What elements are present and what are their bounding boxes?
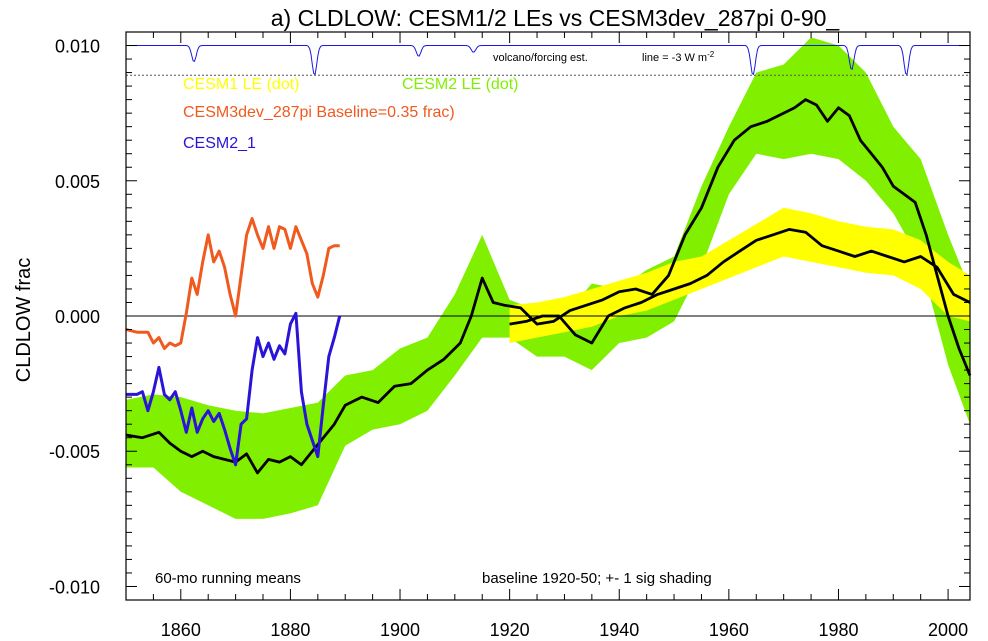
x-tick-label: 1880 bbox=[270, 620, 310, 640]
y-tick-label: -0.005 bbox=[49, 442, 100, 462]
x-tick-label: 1920 bbox=[490, 620, 530, 640]
x-tick-label: 1900 bbox=[380, 620, 420, 640]
plot-area: 1860 1880 1900 1920 1940 1960 1980 2000 -0.010 -0… bbox=[49, 31, 972, 640]
y-tick-label: 0.000 bbox=[55, 307, 100, 327]
legend-cesm2-1: CESM2_1 bbox=[183, 135, 256, 152]
y-tick-label: 0.005 bbox=[55, 172, 100, 192]
x-tick-label: 1960 bbox=[709, 620, 749, 640]
x-tick-label: 2000 bbox=[928, 620, 968, 640]
volcano-line-label-exponent: -2 bbox=[707, 50, 715, 59]
volcano-label: volcano/forcing est. bbox=[493, 52, 588, 64]
band-cesm2 bbox=[126, 37, 970, 519]
volcano-forcing-line bbox=[126, 45, 970, 76]
legend: CESM1 LE (dot) CESM2 LE (dot) CESM3dev_2… bbox=[183, 76, 518, 152]
y-axis-label: CLDLOW frac bbox=[13, 258, 35, 382]
y-tick-label: -0.010 bbox=[49, 577, 100, 597]
chart-title: a) CLDLOW: CESM1/2 LEs vs CESM3dev_287pi… bbox=[271, 5, 841, 31]
ensemble-mean-line-2 bbox=[125, 98, 972, 475]
y-tick-label: 0.010 bbox=[55, 37, 100, 57]
cesm3dev-line bbox=[125, 217, 340, 350]
running-means-note: 60-mo running means bbox=[155, 570, 301, 587]
legend-cesm3: CESM3dev_287pi Baseline=0.35 frac) bbox=[183, 104, 455, 121]
volcano-line-label: line = -3 W m-2 bbox=[642, 50, 715, 64]
baseline-note: baseline 1920-50; +- 1 sig shading bbox=[482, 570, 712, 587]
x-tick-label: 1980 bbox=[818, 620, 858, 640]
volcano-line-label-text: line = -3 W m bbox=[642, 52, 707, 64]
legend-cesm2: CESM2 LE (dot) bbox=[402, 76, 518, 93]
x-tick-label: 1940 bbox=[599, 620, 639, 640]
ensemble-mean-line-3 bbox=[509, 228, 971, 345]
x-tick-label: 1860 bbox=[161, 620, 201, 640]
cesm2-1-line bbox=[126, 311, 342, 467]
legend-cesm1: CESM1 LE (dot) bbox=[183, 76, 299, 93]
